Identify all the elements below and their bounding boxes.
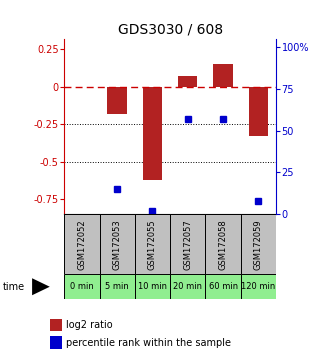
Bar [241, 214, 276, 274]
Bar [135, 214, 170, 274]
Bar [143, 87, 162, 180]
Bar [241, 274, 276, 299]
Bar [178, 76, 197, 87]
Bar [170, 274, 205, 299]
Bar [135, 274, 170, 299]
Bar [64, 214, 100, 274]
Text: percentile rank within the sample: percentile rank within the sample [66, 338, 231, 348]
Text: 20 min: 20 min [173, 282, 202, 291]
Text: 60 min: 60 min [209, 282, 238, 291]
Text: 10 min: 10 min [138, 282, 167, 291]
Text: GSM172059: GSM172059 [254, 219, 263, 270]
Bar [205, 274, 241, 299]
Text: GSM172052: GSM172052 [77, 219, 86, 270]
Bar [64, 274, 100, 299]
Text: GSM172053: GSM172053 [113, 219, 122, 270]
Bar [50, 319, 62, 331]
Bar [50, 336, 62, 349]
Bar [249, 87, 268, 136]
Text: time: time [3, 282, 25, 292]
Text: 120 min: 120 min [241, 282, 275, 291]
Text: 0 min: 0 min [70, 282, 94, 291]
Bar [205, 214, 241, 274]
Text: log2 ratio: log2 ratio [66, 320, 113, 330]
Title: GDS3030 / 608: GDS3030 / 608 [117, 22, 223, 36]
Bar [108, 87, 127, 114]
Bar [170, 214, 205, 274]
Text: GSM172057: GSM172057 [183, 219, 192, 270]
Bar [100, 214, 135, 274]
Text: GSM172055: GSM172055 [148, 219, 157, 270]
Bar [213, 64, 233, 87]
Bar [100, 274, 135, 299]
Text: GSM172058: GSM172058 [219, 219, 228, 270]
Polygon shape [32, 278, 50, 295]
Text: 5 min: 5 min [105, 282, 129, 291]
